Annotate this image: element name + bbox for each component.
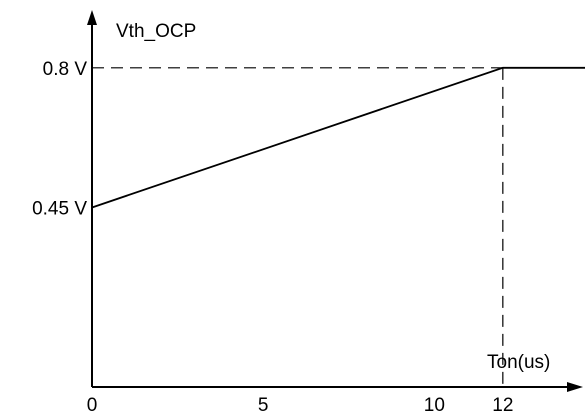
y-axis-title: Vth_OCP — [116, 21, 196, 42]
guide-lines — [92, 67, 504, 387]
series-line-0 — [91, 66, 585, 209]
x-axis-title: Ton(us) — [487, 352, 550, 373]
y-tick-label: 0.45 V — [32, 198, 87, 219]
series — [91, 66, 585, 209]
x-tick-label: 12 — [492, 395, 513, 416]
axes — [87, 10, 583, 392]
y-tick-label: 0.8 V — [43, 59, 88, 80]
x-axis-arrow — [567, 382, 583, 392]
x-tick-label: 5 — [258, 395, 269, 416]
labels: Vth_OCP Ton(us) 0 5 10 12 0.45 V 0.8 V — [32, 21, 550, 416]
x-tick-label: 10 — [424, 395, 445, 416]
x-tick-label: 0 — [87, 395, 98, 416]
y-axis-arrow — [87, 10, 97, 25]
